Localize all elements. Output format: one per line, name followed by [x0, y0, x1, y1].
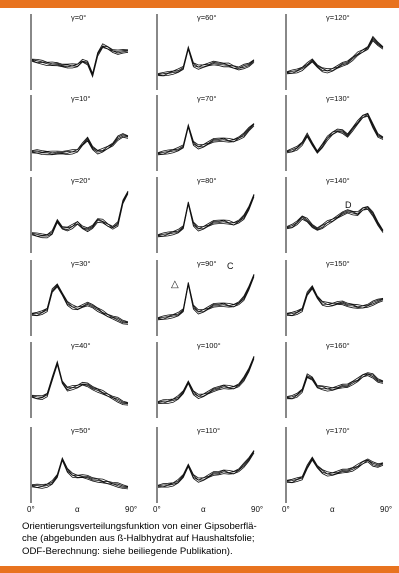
panel-gamma-label: γ=100° — [197, 341, 221, 350]
panel-curve — [31, 133, 129, 152]
panel-curve — [31, 136, 129, 156]
panel-curve — [31, 362, 129, 405]
panel-curve — [31, 193, 129, 239]
c-marker: C — [227, 261, 234, 271]
figure-caption: Orientierungsverteilungsfunktion von ein… — [22, 521, 392, 558]
panel-gamma-label: γ=20° — [71, 176, 90, 185]
panel-curve — [31, 45, 129, 76]
panel-curve — [286, 285, 384, 315]
panel-curve — [157, 451, 255, 488]
panel-curve — [31, 47, 129, 78]
panel-gamma-label: γ=80° — [197, 176, 216, 185]
panel-curve — [157, 194, 255, 235]
panel-curve — [157, 125, 255, 156]
top-accent-bar — [0, 0, 399, 8]
panel-curve — [157, 195, 255, 237]
panel-curve — [286, 373, 384, 398]
panel-curve — [31, 361, 129, 404]
panel-curve — [31, 458, 129, 488]
panel-gamma-label: γ=140° — [326, 176, 350, 185]
panel-gamma-label: γ=60° — [197, 13, 216, 22]
panel-curve — [286, 288, 384, 317]
panel-gamma-label: γ=150° — [326, 259, 350, 268]
panel-curve — [31, 360, 129, 403]
x-tick-label: 0° — [282, 505, 290, 514]
panel-curve — [157, 275, 255, 320]
panel-curve — [31, 191, 129, 236]
panel-curve — [286, 114, 384, 154]
panel-curve — [286, 459, 384, 484]
panel-gamma-label: γ=10° — [71, 94, 90, 103]
panel-curve — [286, 373, 384, 400]
caption-line-3: ODF-Berechnung: siehe beiliegende Publik… — [22, 545, 233, 557]
panel-gamma-label: γ=170° — [326, 426, 350, 435]
caption-line-1: Orientierungsverteilungsfunktion von ein… — [22, 521, 257, 532]
panel-curve — [157, 194, 255, 236]
panel-curve — [157, 123, 255, 154]
caption-line-2: che (abgebunden aus ß-Halbhydrat auf Hau… — [22, 533, 255, 545]
panel-gamma-label: γ=130° — [326, 94, 350, 103]
panel-curve — [31, 190, 129, 236]
panel-curve — [286, 38, 384, 74]
panel-curve — [286, 286, 384, 316]
x-tick-label: α — [201, 505, 206, 514]
x-tick-label: 90° — [380, 505, 392, 514]
panel-curve — [286, 375, 384, 400]
panel-curve — [31, 43, 129, 75]
panel-curve — [286, 457, 384, 482]
panel-curve — [31, 283, 129, 323]
panel-gamma-label: γ=0° — [71, 13, 86, 22]
x-tick-label: α — [75, 505, 80, 514]
panel-curve — [31, 457, 129, 488]
x-tick-label: 90° — [125, 505, 137, 514]
panel-curve — [157, 452, 255, 488]
triangle-marker: △ — [171, 279, 179, 290]
panel-curve — [286, 208, 384, 233]
panel-gamma-label: γ=110° — [197, 426, 220, 435]
panel-curve — [31, 286, 129, 325]
panel-curve — [286, 40, 384, 75]
panel-gamma-label: γ=50° — [71, 426, 90, 435]
panel-curve — [157, 46, 255, 75]
panel-gamma-label: γ=160° — [326, 341, 350, 350]
panel-curve — [286, 458, 384, 483]
panel-gamma-label: γ=70° — [197, 94, 216, 103]
panel-curve — [286, 35, 384, 72]
panel-curve — [157, 450, 255, 486]
panel-curve — [157, 123, 255, 153]
x-tick-label: 0° — [153, 505, 161, 514]
panel-curve — [157, 357, 255, 404]
panel-curve — [31, 192, 129, 237]
d-marker: D — [345, 200, 352, 210]
panel-gamma-label: γ=30° — [71, 259, 90, 268]
panel-curve — [157, 196, 255, 238]
bottom-accent-bar — [0, 566, 399, 573]
panel-curve — [157, 276, 255, 321]
x-tick-label: 0° — [27, 505, 35, 514]
x-tick-label: 90° — [251, 505, 263, 514]
panel-curve — [31, 363, 129, 406]
panel-curve — [157, 273, 255, 318]
panel-curve — [157, 124, 255, 155]
panel-curve — [31, 456, 129, 487]
panel-curve — [157, 47, 255, 77]
panel-curve — [286, 115, 384, 154]
panel-gamma-label: γ=90° — [197, 259, 216, 268]
panel-gamma-label: γ=120° — [326, 13, 350, 22]
panel-curve — [157, 47, 255, 77]
panel-curve — [157, 45, 255, 74]
panel-curve — [157, 358, 255, 404]
panel-gamma-label: γ=40° — [71, 341, 90, 350]
panel-curve — [286, 114, 384, 153]
panel-curve — [31, 284, 129, 323]
panel-curve — [157, 355, 255, 402]
panel-curve — [286, 207, 384, 232]
panel-curve — [31, 459, 129, 490]
x-tick-label: α — [330, 505, 335, 514]
